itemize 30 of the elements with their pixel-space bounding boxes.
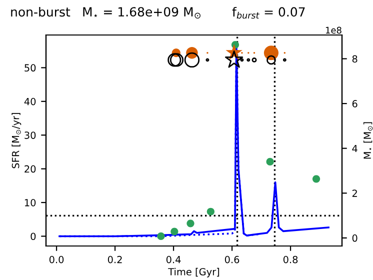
y-tick-label: 20 (24, 165, 36, 173)
chart-title: non-burst (11, 6, 70, 17)
y2-tick-label: 4 (352, 144, 358, 152)
text: M$_{⋆}$ = 1.68e+09 M$_{⊙}$ (83, 7, 200, 19)
x-tick-label: 0.2 (108, 256, 122, 264)
y-tick-label: 0 (30, 232, 36, 240)
y-axis-title: SFR [M$_{⊙}$/yr] (12, 113, 22, 168)
y2-tick-label: 2 (352, 190, 357, 197)
point (206, 208, 214, 216)
point (157, 232, 165, 240)
y-tick-label: 30 (24, 132, 36, 139)
point (266, 158, 274, 166)
y2-tick-label: 6 (352, 100, 358, 108)
x-axis-title: Time [Gyr] (168, 268, 220, 278)
text: f$_{burst}$ = 0.07 (232, 6, 305, 19)
point (225, 50, 244, 68)
y2-tick-label: 0 (352, 234, 358, 242)
y2-axis-title: M$_{⋆}$ [M$_{⊙}$] (363, 122, 373, 159)
x-tick-label: 0.6 (224, 256, 240, 264)
x-tick-label: 0.4 (166, 256, 181, 264)
point (170, 228, 178, 236)
point (186, 220, 194, 228)
y-tick-label: 10 (24, 198, 36, 206)
y-tick-label: 40 (24, 98, 36, 106)
x-tick-label: 0.8 (283, 256, 298, 264)
y2-tick-label: 8 (352, 55, 358, 63)
point (312, 175, 320, 183)
y-tick-label: 50 (24, 64, 36, 72)
text: 1e8 (326, 26, 342, 34)
x-tick-label: 0.0 (49, 256, 64, 264)
